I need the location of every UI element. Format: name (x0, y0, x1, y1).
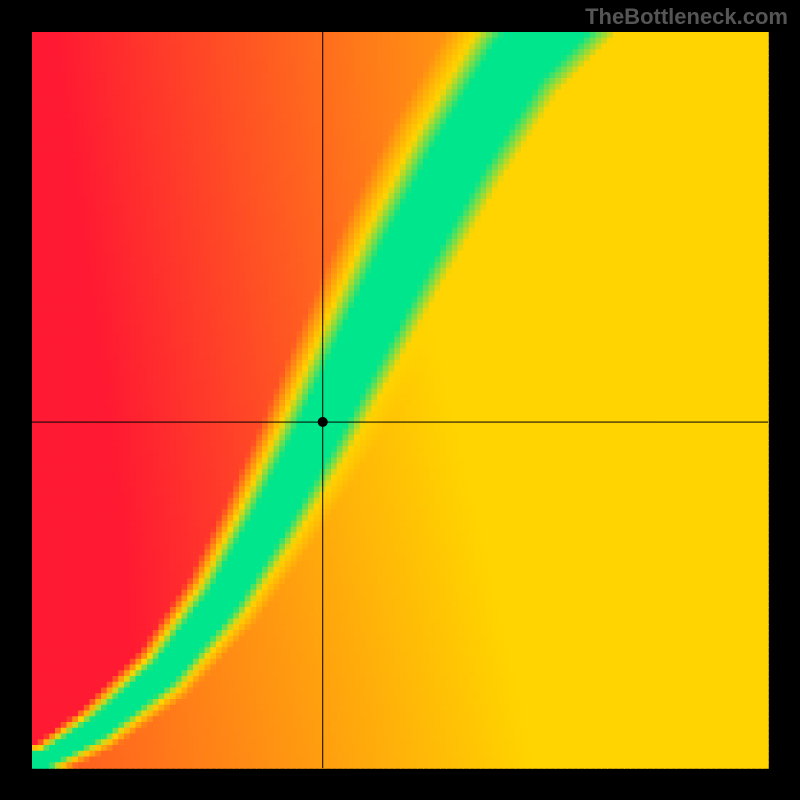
watermark-text: TheBottleneck.com (585, 4, 788, 30)
bottleneck-heatmap (0, 0, 800, 800)
chart-container: TheBottleneck.com (0, 0, 800, 800)
